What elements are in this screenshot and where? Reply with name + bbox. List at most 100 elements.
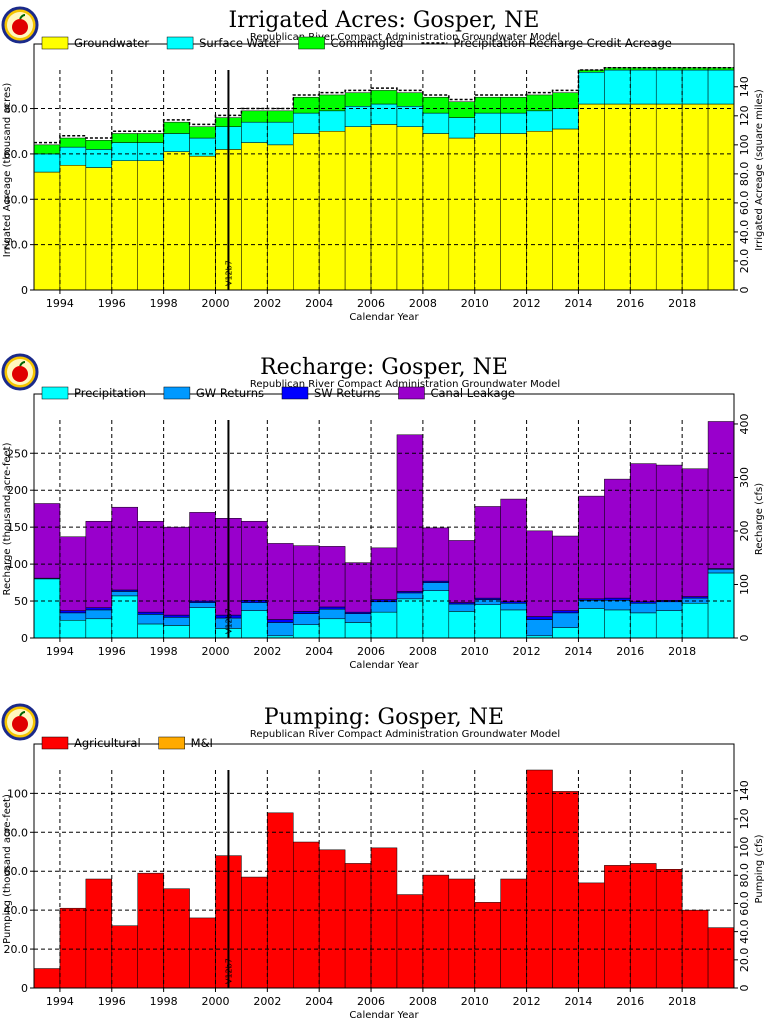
bar-precipitation-2011 [500, 609, 527, 639]
bar-precipitation-1998 [163, 625, 190, 639]
y2-tick-label: 100 [738, 574, 751, 595]
y2-axis-label: Pumping (cfs) [754, 834, 765, 903]
bar-groundwater-2008 [422, 133, 450, 291]
y2-tick-label: 20.0 [738, 948, 751, 973]
bar-precipitation-1999 [189, 607, 216, 639]
y-tick-label: 40.0 [4, 904, 29, 917]
x-tick-label: 2004 [305, 645, 333, 658]
x-tick-label: 2008 [409, 297, 437, 310]
bar-groundwater-2013 [552, 128, 579, 291]
legend-label: Precipitation [74, 386, 146, 400]
x-tick-label: 2016 [616, 995, 644, 1008]
bar-precipitation-2013 [552, 627, 579, 639]
x-tick-label: 2004 [305, 995, 333, 1008]
bar-commingled-1998 [163, 121, 190, 134]
y-tick-label: 80.0 [4, 826, 29, 839]
y-tick-label: 100 [7, 558, 28, 571]
bar-commingled-2001 [241, 110, 268, 123]
model-marker-label: V12b7 [224, 958, 233, 984]
y2-tick-label: 100 [738, 837, 751, 858]
bar-agricultural-2003 [293, 841, 320, 989]
bar-agricultural-2009 [448, 878, 475, 989]
y2-tick-label: 300 [738, 467, 751, 488]
bar-sw-returns-2013 [552, 610, 579, 614]
y2-tick-label: 120 [738, 808, 751, 829]
bar-surface-water-1996 [111, 142, 138, 161]
x-tick-label: 2002 [253, 995, 281, 1008]
bar-sw-returns-1995 [85, 607, 113, 611]
legend-label: Agricultural [74, 736, 141, 750]
legend-label: Commingled [331, 36, 404, 50]
bar-gw-returns-2008 [422, 582, 450, 591]
legend: Agricultural M&I [41, 736, 213, 750]
x-tick-label: 2004 [305, 297, 333, 310]
apple-logo-icon [1, 703, 39, 741]
y2-tick-label: 40.0 [738, 220, 751, 245]
bar-canal-leakage-2002 [267, 543, 294, 620]
model-marker-label: V12b7 [224, 608, 233, 634]
bar-agricultural-1997 [137, 872, 164, 989]
bar-agricultural-2013 [552, 791, 579, 989]
bar-commingled-2008 [422, 96, 450, 114]
bar-gw-returns-2005 [344, 613, 372, 623]
bar-agricultural-2015 [604, 865, 631, 989]
bar-commingled-2010 [474, 96, 501, 114]
apple-logo-icon [1, 353, 39, 391]
grid [34, 70, 734, 290]
x-tick-label: 2018 [668, 645, 696, 658]
grid [34, 420, 734, 638]
bar-canal-leakage-2005 [344, 562, 372, 613]
bar-canal-leakage-2009 [448, 540, 475, 603]
y-tick-label: 0 [21, 632, 28, 645]
bar-surface-water-2001 [241, 121, 268, 143]
apple-logo-icon [1, 6, 39, 44]
chart-title: Pumping: Gosper, NE [264, 705, 504, 730]
chart-subtitle: Republican River Compact Administration … [250, 32, 560, 43]
bar-canal-leakage-2013 [552, 535, 579, 611]
bar-agricultural-2019 [707, 927, 735, 989]
legend-label: Canal Leakage [430, 386, 514, 400]
y2-tick-label: 60.0 [738, 891, 751, 916]
y-tick-label: 50 [14, 595, 28, 608]
chart-title: Irrigated Acres: Gosper, NE [229, 8, 540, 33]
x-tick-label: 2010 [461, 297, 489, 310]
bar-gw-returns-2001 [241, 602, 268, 611]
y-axis-label: Irrigated Acreage (thousand acres) [2, 83, 13, 258]
legend: Groundwater Surface Water Commingled Precip… [41, 36, 672, 50]
x-axis-label: Calendar Year [349, 312, 419, 323]
x-tick-label: 1994 [46, 297, 74, 310]
bar-agricultural-2008 [422, 874, 450, 989]
y2-tick-label: 100 [738, 134, 751, 155]
bar-canal-leakage-2011 [500, 498, 527, 603]
bar-gw-returns-2012 [526, 619, 553, 637]
bar-surface-water-2015 [604, 69, 631, 105]
bar-canal-leakage-1999 [189, 512, 216, 602]
bar-precipitation-2001 [241, 610, 268, 639]
bar-surface-water-2004 [318, 110, 346, 132]
bar-agricultural-2016 [630, 863, 657, 989]
y-tick-label: 250 [7, 447, 28, 460]
bar-groundwater-1998 [163, 151, 190, 291]
legend-swatch [281, 386, 309, 400]
bar-gw-returns-2009 [448, 603, 475, 612]
bar-groundwater-2002 [267, 144, 294, 291]
legend-swatch [163, 386, 191, 400]
bar-surface-water-2011 [500, 112, 527, 134]
bar-gw-returns-2006 [370, 601, 398, 613]
bar-canal-leakage-2014 [578, 495, 605, 600]
x-tick-label: 1998 [150, 297, 178, 310]
bar-groundwater-1996 [111, 160, 138, 291]
bar-sw-returns-2003 [293, 611, 320, 614]
plot-frame [33, 743, 735, 989]
bar-groundwater-2005 [344, 126, 372, 291]
x-tick-label: 1996 [98, 297, 126, 310]
bar-precipitation-2016 [630, 612, 657, 639]
x-tick-label: 1998 [150, 645, 178, 658]
chart-subtitle: Republican River Compact Administration … [250, 729, 560, 740]
legend-label: Groundwater [74, 36, 149, 50]
bar-canal-leakage-2018 [681, 468, 709, 597]
chart-subtitle: Republican River Compact Administration … [250, 379, 560, 390]
bar-commingled-1999 [189, 126, 216, 139]
bar-precipitation-1993 [33, 578, 61, 639]
